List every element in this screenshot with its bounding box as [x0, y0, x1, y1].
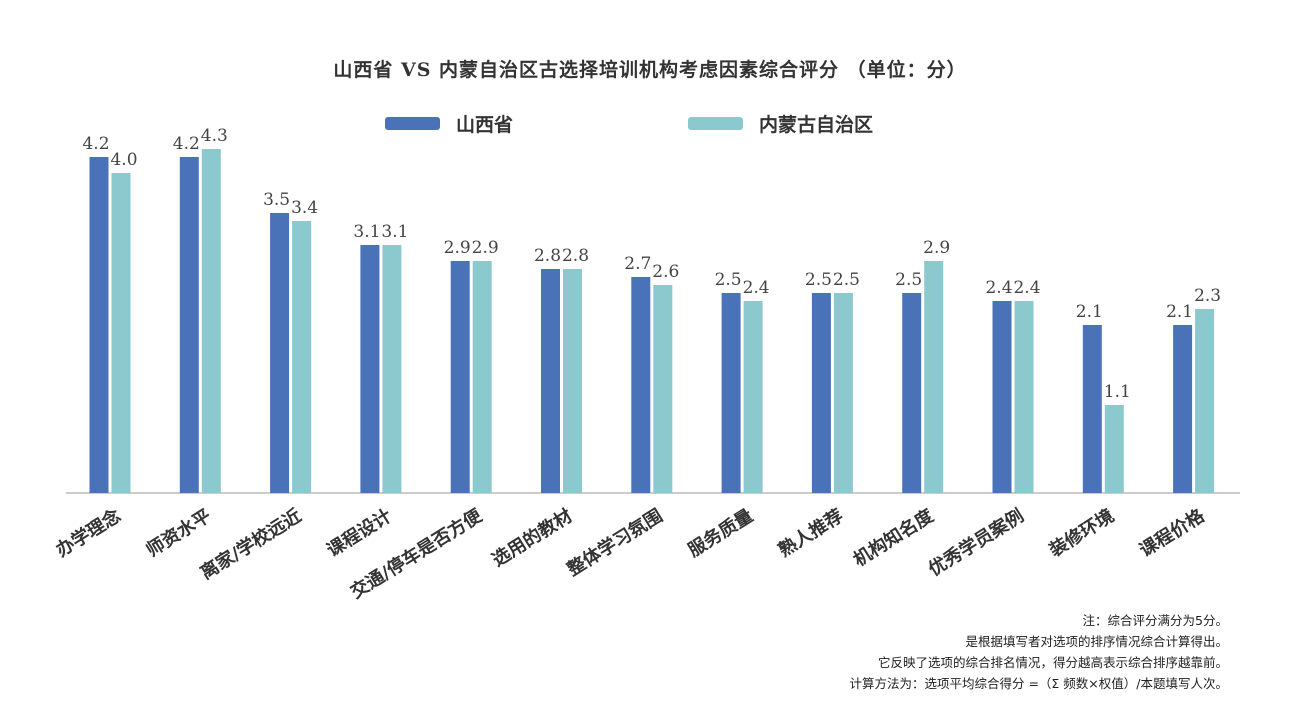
data-label-series-2: 2.4: [743, 278, 770, 298]
x-tick-label: 选用的教材: [488, 505, 576, 571]
data-label-series-2: 2.3: [1194, 286, 1221, 306]
data-label-series-1: 2.5: [895, 270, 922, 290]
x-tick-label: 课程设计: [323, 505, 396, 562]
bar-series-2: [653, 285, 673, 493]
bar-series-1: [450, 261, 470, 493]
data-label-series-1: 4.2: [82, 134, 109, 154]
data-label-series-2: 4.3: [201, 126, 228, 146]
bar-series-1: [902, 293, 922, 493]
x-tick-label: 离家/学校远近: [196, 505, 305, 584]
bar-series-1: [811, 293, 831, 493]
x-tick-label: 整体学习氛围: [562, 505, 666, 581]
legend-label-series-1: 山西省: [456, 114, 514, 136]
data-label-series-2: 2.5: [833, 270, 860, 290]
footnotes: 注：综合评分满分为5分。 是根据填写者对选项的排序情况综合计算得出。 它反映了选…: [849, 610, 1228, 694]
bar-series-2: [1014, 301, 1034, 493]
bar-series-1: [992, 301, 1012, 493]
data-label-series-1: 2.4: [985, 278, 1012, 298]
x-tick-label: 优秀学员案例: [924, 505, 1027, 581]
data-label-series-2: 2.8: [562, 246, 589, 266]
bar-series-1: [1173, 325, 1193, 493]
bar-series-1: [541, 269, 560, 493]
chart-title: 山西省 VS 内蒙自治区古选择培训机构考虑因素综合评分 （单位：分）: [333, 59, 967, 81]
legend-label-series-2: 内蒙古自治区: [759, 114, 874, 136]
data-label-series-1: 2.1: [1076, 302, 1103, 322]
bar-series-1: [270, 213, 290, 493]
x-tick-label: 装修环境: [1045, 505, 1118, 562]
x-tick-label: 办学理念: [52, 505, 125, 562]
bar-series-1: [1082, 325, 1102, 493]
footnote-line: 它反映了选项的综合排名情况，得分越高表示综合排序越靠前。: [877, 655, 1228, 670]
x-tick-label: 师资水平: [142, 505, 215, 562]
data-label-series-1: 3.1: [353, 222, 380, 242]
data-label-series-1: 2.7: [624, 254, 651, 274]
data-label-series-1: 2.5: [715, 270, 742, 290]
bar-series-2: [382, 245, 402, 493]
data-label-series-1: 3.5: [263, 190, 290, 210]
x-tick-label: 服务质量: [684, 505, 757, 562]
data-label-series-2: 2.4: [1013, 278, 1040, 298]
bar-series-2: [924, 261, 944, 493]
legend-item-series-1: 山西省: [385, 110, 513, 137]
footnote-line: 是根据填写者对选项的排序情况综合计算得出。: [965, 634, 1228, 649]
bar-series-2: [1195, 309, 1215, 493]
data-label-series-1: 2.9: [444, 238, 471, 258]
bar-series-2: [472, 261, 492, 493]
data-label-series-2: 2.9: [923, 238, 950, 258]
data-label-series-1: 4.2: [173, 134, 200, 154]
bar-series-2: [1104, 405, 1124, 493]
data-label-series-1: 2.8: [534, 246, 561, 266]
legend-swatch-series-2: [688, 117, 743, 130]
bar-series-2: [833, 293, 853, 493]
bar-series-2: [743, 301, 763, 493]
legend: 山西省 内蒙古自治区: [0, 110, 1300, 140]
bar-series-2: [111, 173, 131, 493]
legend-item-series-2: 内蒙古自治区: [688, 110, 873, 137]
bar-series-1: [89, 157, 109, 493]
x-tick-label: 机构知名度: [849, 504, 938, 571]
bar-series-1: [179, 157, 199, 493]
data-label-series-2: 3.1: [381, 222, 408, 242]
bar-series-2: [563, 269, 582, 493]
data-label-series-2: 4.0: [110, 150, 137, 170]
bar-series-2: [201, 149, 221, 493]
bar-series-1: [721, 293, 741, 493]
data-label-series-1: 2.5: [805, 270, 832, 290]
footnote-line: 计算方法为：选项平均综合得分 =（Σ 频数×权值）/本题填写人次。: [849, 676, 1228, 691]
legend-swatch-series-1: [385, 117, 440, 130]
footnote-line: 注：综合评分满分为5分。: [1082, 613, 1228, 628]
data-label-series-2: 2.6: [652, 262, 679, 282]
data-label-series-2: 2.9: [472, 238, 499, 258]
bar-series-1: [360, 245, 380, 493]
bar-series-1: [631, 277, 651, 493]
data-label-series-2: 1.1: [1104, 382, 1131, 402]
x-tick-label: 课程价格: [1136, 504, 1210, 561]
x-tick-label: 熟人推荐: [774, 505, 847, 562]
data-label-series-1: 2.1: [1166, 302, 1193, 322]
data-label-series-2: 3.4: [291, 198, 318, 218]
bar-series-2: [292, 221, 312, 493]
